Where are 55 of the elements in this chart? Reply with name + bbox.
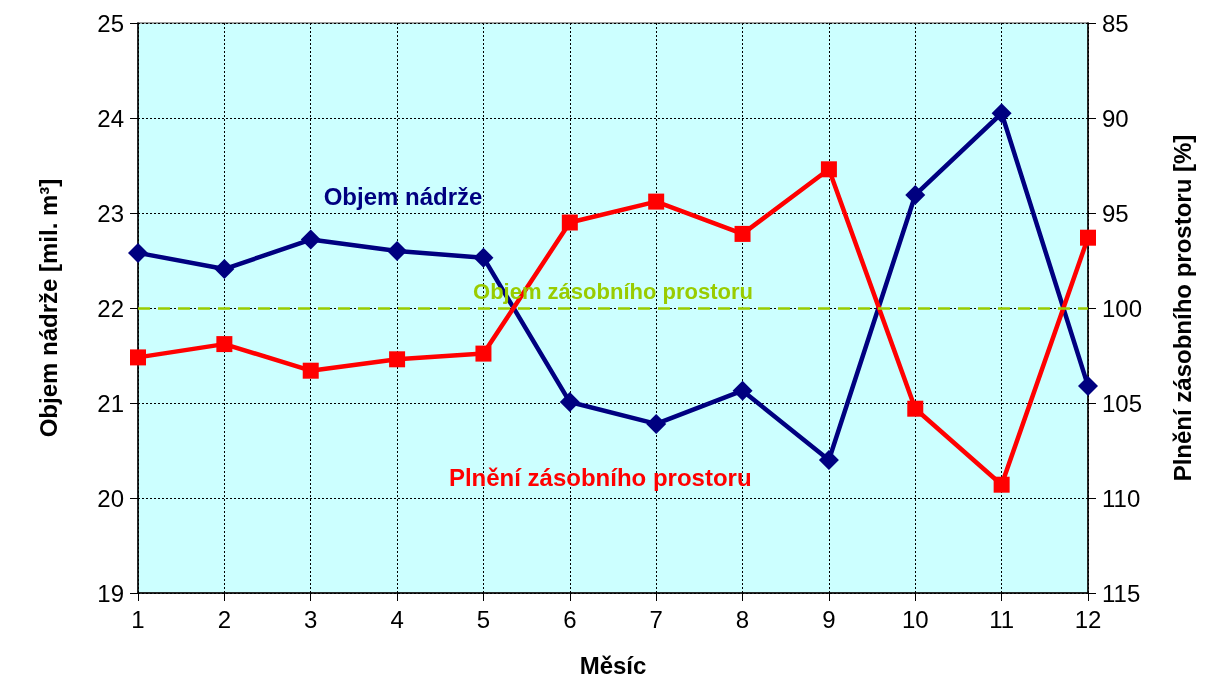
point (214, 259, 235, 280)
y2-tick-label: 85 (1102, 9, 1129, 37)
point (559, 392, 580, 413)
y2-tick-label: 110 (1102, 484, 1141, 512)
y-tick-label: 22 (97, 294, 124, 322)
point (734, 225, 751, 242)
point (646, 413, 667, 434)
point (818, 450, 839, 470)
x-tick-label: 11 (989, 605, 1015, 633)
point (130, 349, 146, 366)
x-tick-label: 9 (822, 605, 836, 633)
x-tick-label: 4 (390, 605, 404, 633)
y2-tick-label: 105 (1102, 389, 1143, 417)
y-tick-label: 25 (97, 9, 124, 37)
point (473, 247, 494, 268)
y-tick-label: 19 (97, 579, 124, 607)
x-tick-label: 1 (131, 605, 145, 633)
point (300, 229, 321, 250)
point (561, 214, 578, 231)
y-tick-label: 21 (97, 389, 124, 417)
y2-tick-label: 90 (1102, 104, 1129, 132)
x-tick-label: 7 (649, 605, 663, 633)
point (991, 103, 1012, 124)
point (648, 193, 665, 210)
point (128, 242, 148, 263)
y2-axis-title: Plnění zásobního prostoru [%] (1168, 134, 1196, 482)
y-tick-label: 23 (97, 199, 124, 227)
point (1080, 229, 1096, 246)
text: Plnění zásobního prostoru (448, 464, 752, 492)
x-tick-label: 8 (735, 605, 750, 633)
x-tick-label: 3 (304, 605, 318, 633)
point (907, 400, 924, 417)
point (389, 351, 406, 368)
y2-tick-label: 95 (1102, 199, 1129, 227)
x-tick-label: 6 (563, 605, 577, 633)
y2-tick-label: 100 (1102, 294, 1143, 322)
x-tick-label: 10 (901, 605, 929, 633)
x-axis-title: Měsíc (579, 651, 647, 679)
point (905, 184, 926, 205)
x-tick-label: 2 (217, 605, 232, 633)
x-tick-label: 5 (476, 605, 491, 633)
y2-tick-label: 115 (1102, 579, 1141, 607)
x-tick-label: 12 (1074, 605, 1102, 633)
series-label: Objem nádrže (323, 183, 483, 210)
point (302, 362, 319, 379)
point (1078, 375, 1098, 396)
point (475, 345, 492, 362)
y-tick-label: 24 (97, 104, 124, 132)
point (993, 476, 1010, 493)
point (820, 161, 837, 178)
point (387, 241, 408, 261)
y-tick-label: 20 (97, 484, 124, 512)
point (732, 380, 753, 401)
y-axis-title: Objem nádrže [mil. m³] (34, 178, 62, 438)
point (216, 336, 233, 353)
